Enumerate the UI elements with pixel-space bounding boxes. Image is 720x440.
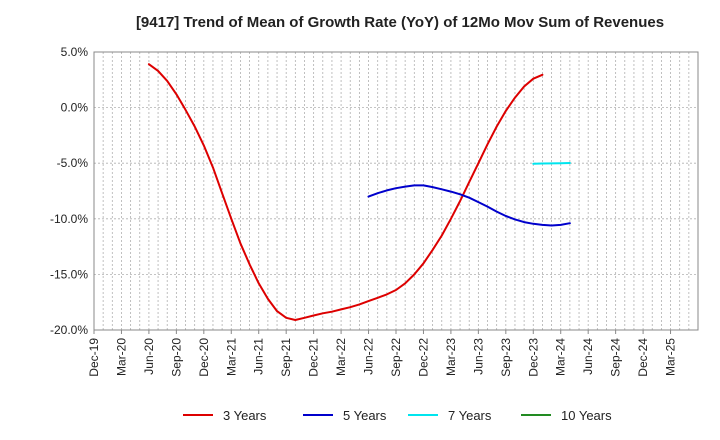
- plot-area: [94, 52, 698, 330]
- x-tick-label: Dec-22: [416, 338, 430, 377]
- x-tick-label: Mar-24: [554, 338, 568, 376]
- x-tick-label: Mar-22: [334, 338, 348, 376]
- x-tick-label: Mar-21: [224, 338, 238, 376]
- y-tick-label: -20.0%: [50, 323, 88, 337]
- series-line-7-years: [532, 162, 571, 165]
- y-tick-label: -15.0%: [50, 267, 88, 281]
- y-tick-label: -10.0%: [50, 212, 88, 226]
- y-tick-label: 0.0%: [61, 101, 89, 115]
- legend-label: 5 Years: [343, 408, 387, 423]
- x-tick-label: Mar-23: [444, 338, 458, 376]
- legend-label: 3 Years: [223, 408, 267, 423]
- x-tick-label: Dec-21: [307, 338, 321, 377]
- legend-item: 10 Years: [521, 408, 612, 423]
- chart-title: [9417] Trend of Mean of Growth Rate (YoY…: [136, 14, 664, 31]
- x-tick-label: Sep-23: [499, 338, 513, 377]
- legend-label: 7 Years: [448, 408, 492, 423]
- x-tick-label: Sep-22: [389, 338, 403, 377]
- y-tick-label: 5.0%: [61, 45, 89, 59]
- x-tick-label: Mar-20: [114, 338, 128, 376]
- x-tick-label: Dec-23: [526, 338, 540, 377]
- x-tick-label: Sep-21: [279, 338, 293, 377]
- x-tick-label: Jun-23: [471, 338, 485, 375]
- series-line-5-years: [367, 184, 571, 227]
- legend-item: 5 Years: [303, 408, 387, 423]
- x-tick-label: Dec-24: [636, 338, 650, 377]
- legend-item: 7 Years: [408, 408, 492, 423]
- x-tick-label: Sep-20: [169, 338, 183, 377]
- x-tick-label: Mar-25: [664, 338, 678, 376]
- x-tick-label: Dec-20: [197, 338, 211, 377]
- y-tick-label: -5.0%: [57, 156, 89, 170]
- x-tick-label: Sep-24: [609, 338, 623, 377]
- x-tick-label: Jun-20: [142, 338, 156, 375]
- x-tick-label: Dec-19: [87, 338, 101, 377]
- x-tick-label: Jun-24: [581, 338, 595, 375]
- legend-item: 3 Years: [183, 408, 267, 423]
- x-tick-label: Jun-21: [252, 338, 266, 375]
- legend-label: 10 Years: [561, 408, 612, 423]
- x-tick-label: Jun-22: [362, 338, 376, 375]
- series-line-3-years: [147, 63, 544, 321]
